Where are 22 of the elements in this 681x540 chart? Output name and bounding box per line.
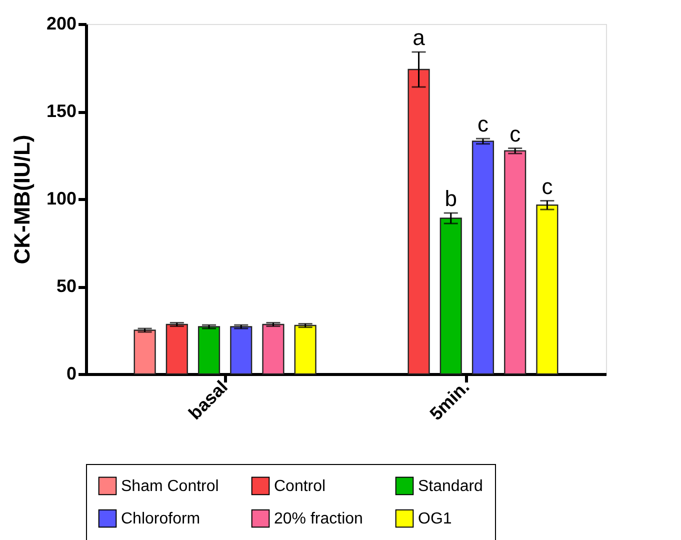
annotation: c	[477, 112, 488, 137]
legend-label: Chloroform	[121, 510, 200, 528]
annotation: c	[542, 174, 553, 199]
legend-label: Sham Control	[121, 478, 219, 495]
bar	[504, 150, 526, 375]
annotation: c	[510, 121, 521, 146]
y-tick-label: 0	[66, 364, 76, 384]
legend-label: Control	[274, 478, 326, 495]
bar	[294, 324, 316, 375]
y-axis-title: CK-MB(IU/L)	[9, 134, 34, 264]
bar	[536, 204, 558, 375]
legend-label: OG1	[418, 510, 452, 528]
bar	[440, 218, 462, 375]
y-tick-label: 100	[46, 188, 76, 208]
annotation: b	[444, 186, 458, 211]
legend-label: 20% fraction	[274, 510, 363, 528]
y-tick-label: 50	[56, 276, 76, 296]
bar	[408, 68, 430, 375]
y-tick-label: 150	[46, 101, 76, 121]
legend-label: Standard	[418, 478, 483, 495]
annotation: a	[412, 25, 426, 50]
y-tick-label: 200	[46, 14, 76, 34]
